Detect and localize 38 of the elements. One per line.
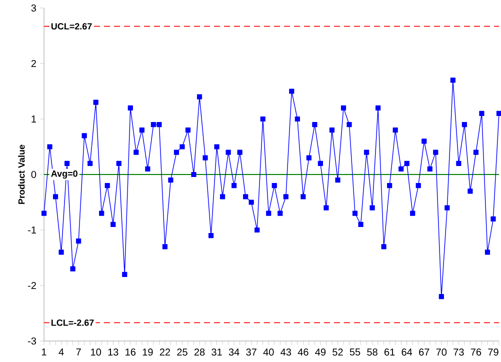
x-tick-label: 70 (436, 348, 447, 356)
x-tick-label: 43 (280, 348, 292, 356)
ref-line-label: UCL=2.67 (51, 23, 92, 30)
x-tick-label: 28 (194, 348, 205, 356)
x-tick-label: 58 (367, 348, 378, 356)
x-tick-label: 22 (160, 348, 170, 356)
x-tick-label: 7 (76, 348, 81, 356)
y-tick-label: -3 (28, 337, 36, 345)
x-tick-label: 25 (177, 348, 188, 356)
y-tick-label: 1 (32, 116, 36, 122)
x-tick-label: 64 (402, 348, 412, 356)
x-tick-label: 13 (108, 348, 118, 356)
x-tick-label: 19 (142, 348, 153, 356)
x-tick-label: 46 (298, 348, 308, 356)
x-tick-label: 10 (91, 348, 102, 356)
x-tick-label: 40 (263, 348, 274, 356)
y-tick-label: 2 (31, 60, 36, 67)
x-tick-label: 79 (488, 348, 498, 356)
x-tick-label: 1 (42, 348, 46, 356)
y-tick-label: -1 (28, 226, 36, 234)
x-tick-label: 31 (212, 348, 222, 356)
x-tick-label: 34 (228, 348, 240, 356)
x-tick-label: 73 (454, 348, 464, 356)
ref-line-label: LCL=-2.67 (51, 319, 94, 326)
x-tick-label: 67 (419, 348, 430, 356)
ref-line-label: Avg=0 (51, 170, 78, 179)
y-tick-label: 3 (31, 4, 36, 12)
y-tick-label: -2 (28, 282, 36, 289)
x-tick-label: 37 (246, 348, 256, 356)
x-tick-label: 52 (332, 348, 343, 356)
x-tick-label: 4 (58, 348, 64, 356)
y-axis-title: Product Value (18, 144, 25, 204)
x-tick-label: 49 (315, 348, 326, 356)
y-tick-label: 0 (31, 170, 36, 178)
x-tick-label: 61 (384, 348, 395, 356)
x-tick-label: 55 (350, 348, 360, 356)
x-tick-label: 16 (126, 348, 136, 356)
x-tick-label: 76 (470, 348, 482, 356)
